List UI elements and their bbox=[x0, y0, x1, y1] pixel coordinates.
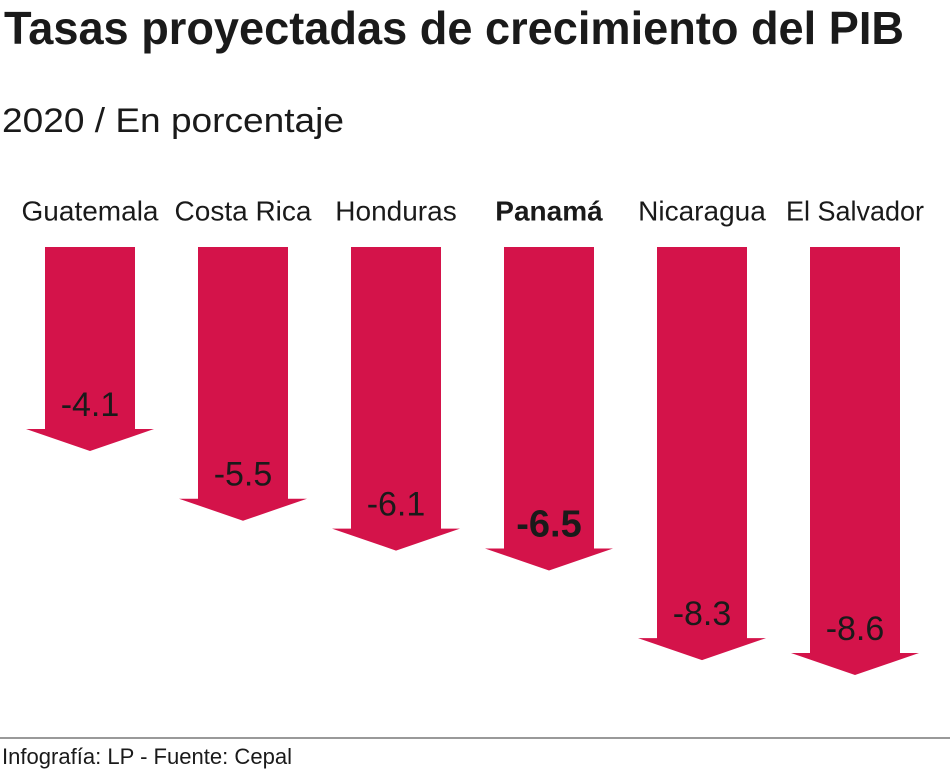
value-label: -5.5 bbox=[214, 456, 273, 494]
category-label: Honduras bbox=[335, 195, 456, 226]
value-label: -4.1 bbox=[61, 386, 120, 424]
value-label: -8.6 bbox=[826, 610, 885, 648]
arrow-bar bbox=[638, 247, 766, 661]
arrow-bar bbox=[332, 247, 460, 551]
chart-subtitle: 2020 / En porcentaje bbox=[2, 102, 344, 140]
category-label: El Salvador bbox=[786, 195, 924, 226]
value-label: -8.3 bbox=[673, 595, 732, 633]
arrow-bar bbox=[485, 247, 613, 571]
category-label: Panamá bbox=[495, 195, 603, 226]
value-label: -6.1 bbox=[367, 486, 426, 524]
category-label: Costa Rica bbox=[175, 195, 312, 226]
arrow-bar bbox=[26, 247, 154, 452]
arrow-bar bbox=[791, 247, 919, 675]
chart-title: Tasas proyectadas de crecimiento del PIB bbox=[4, 2, 904, 54]
source: Infografía: LP - Fuente: Cepal bbox=[2, 744, 292, 769]
category-label: Nicaragua bbox=[638, 195, 766, 226]
category-label: Guatemala bbox=[22, 195, 159, 226]
value-label: -6.5 bbox=[516, 504, 581, 546]
arrow-bar bbox=[179, 247, 307, 521]
